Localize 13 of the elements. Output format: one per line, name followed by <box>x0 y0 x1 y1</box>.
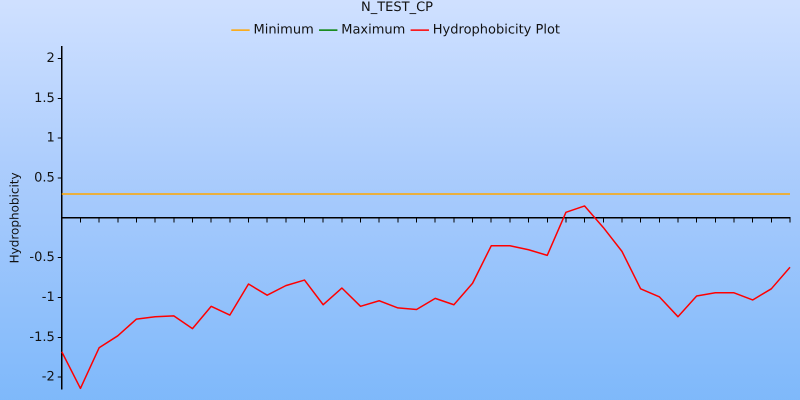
y-tick-label: 1.5 <box>34 90 55 106</box>
y-axis-title: Hydrophobicity <box>7 172 22 264</box>
y-tick-label: 0.5 <box>34 170 55 186</box>
y-tick-label: -1.5 <box>29 330 55 345</box>
y-tick-label: -1 <box>42 290 55 305</box>
y-tick-label: 2 <box>46 50 55 66</box>
y-tick-label: -0.5 <box>29 250 55 266</box>
legend-label: Minimum <box>253 22 314 38</box>
legend-label: Maximum <box>341 22 406 38</box>
y-tick-label: -2 <box>42 370 55 385</box>
legend-label: Hydrophobicity Plot <box>432 22 560 38</box>
y-tick-label: 1 <box>46 130 55 146</box>
chart-title: N_TEST_CP <box>361 0 434 16</box>
